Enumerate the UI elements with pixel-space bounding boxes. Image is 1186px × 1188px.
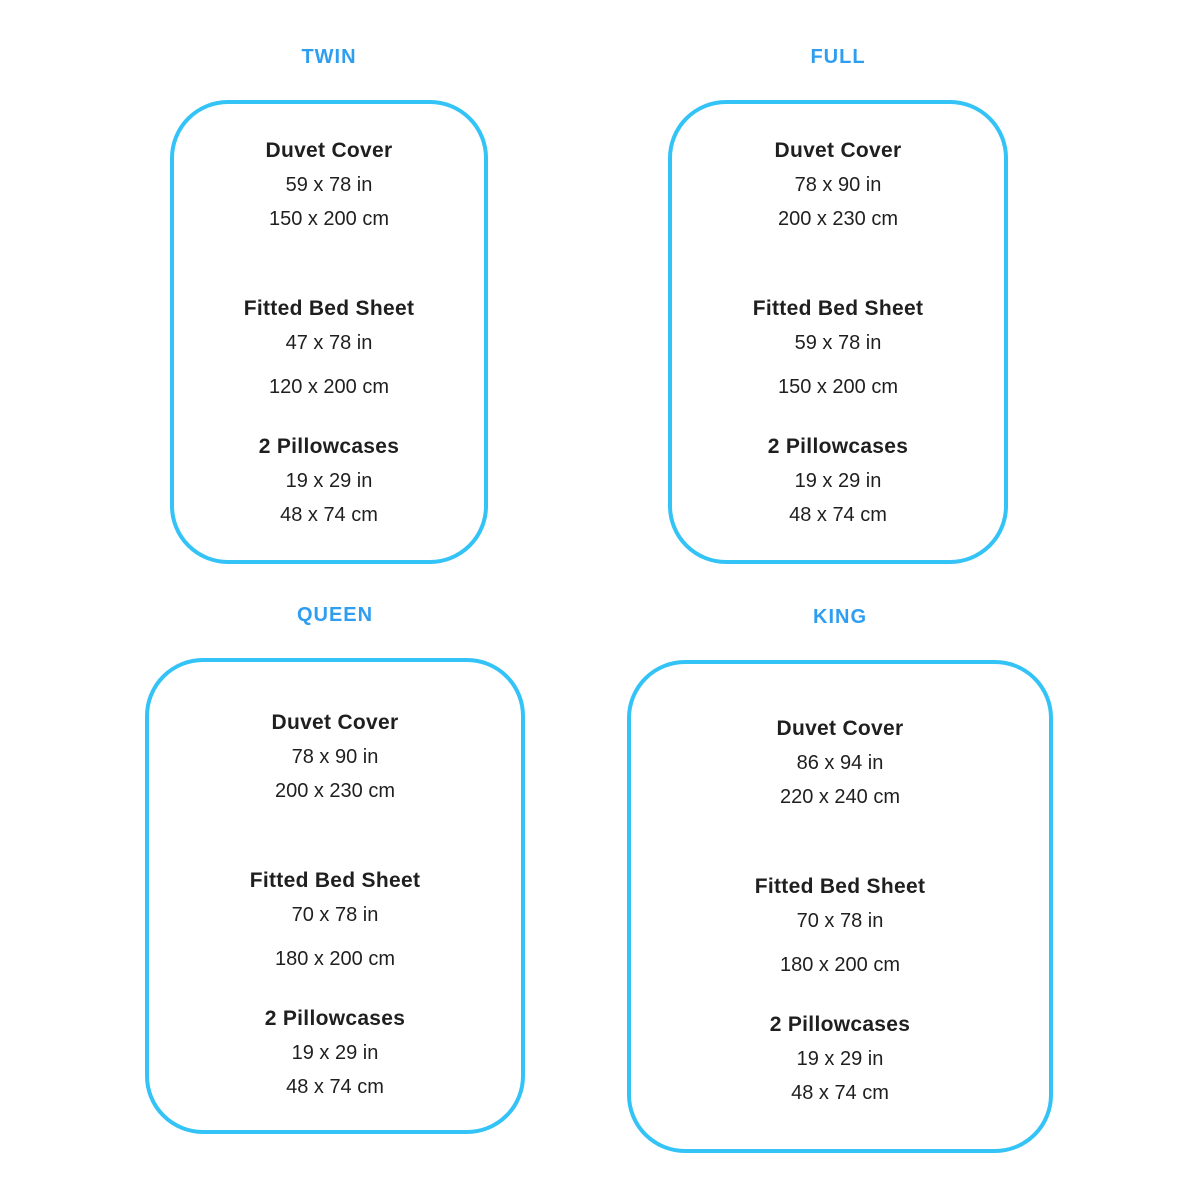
size-panel-full: FULL Duvet Cover 78 x 90 in 200 x 230 cm… (668, 46, 1008, 564)
item-cm: 200 x 230 cm (777, 208, 899, 230)
duvet-cover-item: Duvet Cover 86 x 94 in 220 x 240 cm (776, 712, 903, 814)
fitted-sheet-item: Fitted Bed Sheet 47 x 78 in 120 x 200 cm (244, 292, 414, 404)
panel-title-queen: QUEEN (296, 604, 374, 626)
fitted-sheet-item: Fitted Bed Sheet 70 x 78 in 180 x 200 cm (755, 870, 925, 982)
item-inches: 78 x 90 in (291, 746, 379, 768)
item-heading: Duvet Cover (271, 711, 399, 734)
item-cm: 48 x 74 cm (286, 1076, 384, 1098)
item-heading: Duvet Cover (776, 717, 904, 740)
item-cm: 220 x 240 cm (779, 786, 901, 808)
item-cm: 180 x 200 cm (779, 954, 901, 976)
item-inches: 70 x 78 in (291, 904, 379, 926)
size-panel-twin: TWIN Duvet Cover 59 x 78 in 150 x 200 cm… (170, 46, 488, 564)
size-panel-queen: QUEEN Duvet Cover 78 x 90 in 200 x 230 c… (145, 604, 525, 1134)
item-cm: 48 x 74 cm (791, 1082, 889, 1104)
panel-box-full: Duvet Cover 78 x 90 in 200 x 230 cm Fitt… (668, 100, 1008, 564)
panel-box-queen: Duvet Cover 78 x 90 in 200 x 230 cm Fitt… (145, 658, 525, 1134)
item-inches: 19 x 29 in (796, 1048, 884, 1070)
item-heading: 2 Pillowcases (767, 435, 909, 458)
item-heading: Duvet Cover (265, 139, 393, 162)
item-cm: 150 x 200 cm (268, 208, 390, 230)
pillowcases-item: 2 Pillowcases 19 x 29 in 48 x 74 cm (768, 430, 908, 532)
item-heading: Duvet Cover (774, 139, 902, 162)
item-cm: 180 x 200 cm (274, 948, 396, 970)
item-cm: 150 x 200 cm (777, 376, 899, 398)
item-inches: 19 x 29 in (291, 1042, 379, 1064)
item-cm: 48 x 74 cm (280, 504, 378, 526)
item-inches: 59 x 78 in (794, 332, 882, 354)
panel-title-full: FULL (810, 46, 866, 68)
panel-box-twin: Duvet Cover 59 x 78 in 150 x 200 cm Fitt… (170, 100, 488, 564)
item-cm: 120 x 200 cm (268, 376, 390, 398)
item-heading: Fitted Bed Sheet (752, 297, 924, 320)
fitted-sheet-item: Fitted Bed Sheet 70 x 78 in 180 x 200 cm (250, 864, 420, 976)
duvet-cover-item: Duvet Cover 59 x 78 in 150 x 200 cm (265, 134, 392, 236)
duvet-cover-item: Duvet Cover 78 x 90 in 200 x 230 cm (271, 706, 398, 808)
panel-title-king: KING (813, 606, 867, 628)
item-heading: Fitted Bed Sheet (754, 875, 926, 898)
item-inches: 47 x 78 in (285, 332, 373, 354)
item-inches: 86 x 94 in (796, 752, 884, 774)
panel-title-twin: TWIN (301, 46, 357, 68)
pillowcases-item: 2 Pillowcases 19 x 29 in 48 x 74 cm (259, 430, 399, 532)
pillowcases-item: 2 Pillowcases 19 x 29 in 48 x 74 cm (265, 1002, 405, 1104)
pillowcases-item: 2 Pillowcases 19 x 29 in 48 x 74 cm (770, 1008, 910, 1110)
item-inches: 59 x 78 in (285, 174, 373, 196)
size-panel-king: KING Duvet Cover 86 x 94 in 220 x 240 cm… (627, 606, 1053, 1153)
item-heading: 2 Pillowcases (258, 435, 400, 458)
item-inches: 19 x 29 in (794, 470, 882, 492)
item-cm: 48 x 74 cm (789, 504, 887, 526)
item-cm: 200 x 230 cm (274, 780, 396, 802)
item-inches: 78 x 90 in (794, 174, 882, 196)
fitted-sheet-item: Fitted Bed Sheet 59 x 78 in 150 x 200 cm (753, 292, 923, 404)
duvet-cover-item: Duvet Cover 78 x 90 in 200 x 230 cm (774, 134, 901, 236)
item-heading: 2 Pillowcases (264, 1007, 406, 1030)
panel-box-king: Duvet Cover 86 x 94 in 220 x 240 cm Fitt… (627, 660, 1053, 1153)
item-heading: Fitted Bed Sheet (243, 297, 415, 320)
item-inches: 70 x 78 in (796, 910, 884, 932)
item-heading: 2 Pillowcases (769, 1013, 911, 1036)
item-inches: 19 x 29 in (285, 470, 373, 492)
item-heading: Fitted Bed Sheet (249, 869, 421, 892)
